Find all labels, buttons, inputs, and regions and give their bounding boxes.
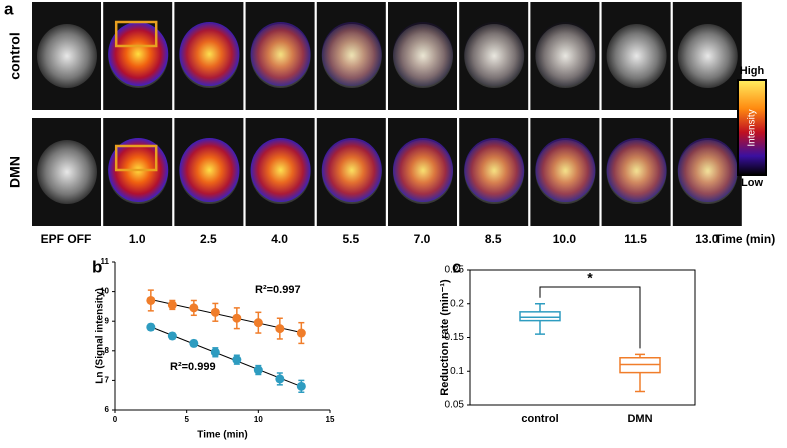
- signal: [321, 138, 382, 202]
- time-label: EPF OFF: [41, 232, 92, 246]
- annotation: R²=0.999: [170, 361, 216, 373]
- signal: [108, 22, 169, 86]
- time-label: 2.5: [200, 232, 217, 246]
- y-tick-label: 8: [105, 346, 110, 355]
- x-tick-label: 15: [326, 415, 335, 424]
- point: [296, 328, 306, 338]
- x-tick-label: 10: [254, 415, 263, 424]
- colorbar-high: High: [740, 65, 765, 77]
- y-tick-label: 0.1: [450, 366, 464, 377]
- signal: [535, 22, 596, 86]
- point: [296, 381, 306, 391]
- y-axis-label: Ln (Signal intensity): [95, 288, 106, 384]
- point: [232, 313, 242, 323]
- signal: [464, 138, 525, 202]
- organ: [37, 140, 97, 204]
- time-label: 11.5: [624, 232, 647, 246]
- point: [232, 355, 242, 365]
- point: [189, 303, 199, 313]
- organ: [606, 24, 667, 88]
- x-tick-label: DMN: [627, 413, 652, 425]
- point: [275, 374, 285, 384]
- roi-box: [114, 20, 158, 48]
- signal: [393, 138, 453, 202]
- point: [146, 322, 156, 332]
- point: [167, 331, 177, 341]
- y-tick-label: 0.25: [445, 265, 465, 276]
- y-tick-label: 0.05: [445, 400, 465, 411]
- point: [210, 307, 220, 317]
- signal: [179, 22, 240, 86]
- colorbar: [737, 79, 767, 176]
- box: [519, 311, 561, 322]
- row-label: DMN: [7, 156, 23, 188]
- time-axis-label: Time (min): [715, 232, 775, 246]
- panel-label: b: [92, 257, 102, 276]
- organ: [37, 24, 97, 88]
- panel-label: a: [4, 0, 14, 18]
- y-tick-label: 6: [105, 405, 110, 414]
- plot-frame: [469, 269, 696, 406]
- point: [275, 324, 285, 334]
- organ: [677, 24, 738, 88]
- x-axis-label: Time (min): [197, 430, 247, 441]
- y-tick-label: 0.15: [445, 332, 465, 343]
- significance-bracket: [539, 286, 641, 349]
- panel-label: c: [452, 257, 461, 276]
- signal: [250, 22, 311, 86]
- significance: *: [587, 270, 593, 286]
- point: [253, 365, 263, 375]
- point: [167, 300, 177, 310]
- y-tick-label: 7: [105, 376, 110, 385]
- time-label: 4.0: [271, 232, 288, 246]
- row-label: control: [7, 32, 23, 79]
- point: [146, 295, 156, 305]
- x-tick-label: 0: [113, 415, 118, 424]
- time-label: 10.0: [553, 232, 577, 246]
- y-axis-label: Reduction rate (min⁻¹): [439, 279, 451, 396]
- roi-box: [114, 144, 158, 172]
- time-label: 8.5: [485, 232, 502, 246]
- y-tick-label: 0.2: [450, 298, 464, 309]
- time-label: 5.5: [342, 232, 359, 246]
- signal: [393, 22, 453, 86]
- x-tick-label: 5: [184, 415, 189, 424]
- time-label: 13.0: [695, 232, 719, 246]
- point: [210, 347, 220, 357]
- colorbar-low: Low: [741, 177, 763, 189]
- time-label: 7.0: [414, 232, 431, 246]
- signal: [606, 138, 667, 202]
- signal: [535, 138, 596, 202]
- signal: [321, 22, 382, 86]
- point: [189, 338, 199, 348]
- y-tick-label: 11: [101, 257, 110, 266]
- point: [253, 318, 263, 328]
- x-tick-label: control: [521, 413, 558, 425]
- signal: [677, 138, 738, 202]
- colorbar-title: Intensity: [747, 109, 758, 146]
- time-label: 1.0: [129, 232, 146, 246]
- y-tick-label: 10: [100, 287, 109, 296]
- signal: [250, 138, 311, 202]
- y-tick-label: 9: [105, 316, 110, 325]
- signal: [179, 138, 240, 202]
- signal: [464, 22, 525, 86]
- annotation: R²=0.997: [255, 284, 301, 296]
